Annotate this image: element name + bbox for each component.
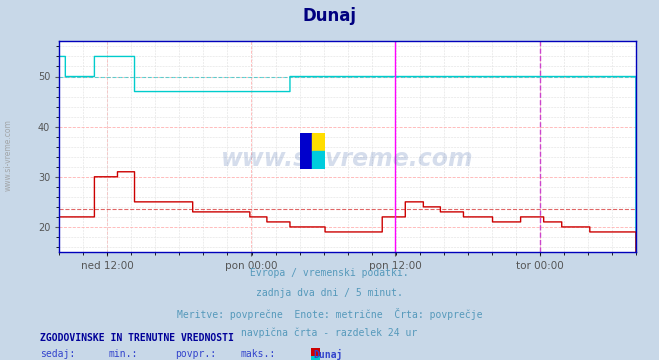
Text: www.si-vreme.com: www.si-vreme.com xyxy=(3,119,13,191)
Bar xyxy=(300,133,312,169)
Text: www.si-vreme.com: www.si-vreme.com xyxy=(221,147,474,171)
Text: navpična črta - razdelek 24 ur: navpična črta - razdelek 24 ur xyxy=(241,328,418,338)
Text: sedaj:: sedaj: xyxy=(40,349,74,359)
Text: Meritve: povprečne  Enote: metrične  Črta: povprečje: Meritve: povprečne Enote: metrične Črta:… xyxy=(177,308,482,320)
Bar xyxy=(312,151,325,169)
Text: Evropa / vremenski podatki.: Evropa / vremenski podatki. xyxy=(250,268,409,278)
Text: min.:: min.: xyxy=(109,349,138,359)
Text: Dunaj: Dunaj xyxy=(302,7,357,25)
Text: Dunaj: Dunaj xyxy=(313,349,343,360)
Bar xyxy=(312,133,325,151)
Text: maks.:: maks.: xyxy=(241,349,275,359)
Text: zadnja dva dni / 5 minut.: zadnja dva dni / 5 minut. xyxy=(256,288,403,298)
Text: povpr.:: povpr.: xyxy=(175,349,215,359)
Text: ZGODOVINSKE IN TRENUTNE VREDNOSTI: ZGODOVINSKE IN TRENUTNE VREDNOSTI xyxy=(40,333,233,343)
